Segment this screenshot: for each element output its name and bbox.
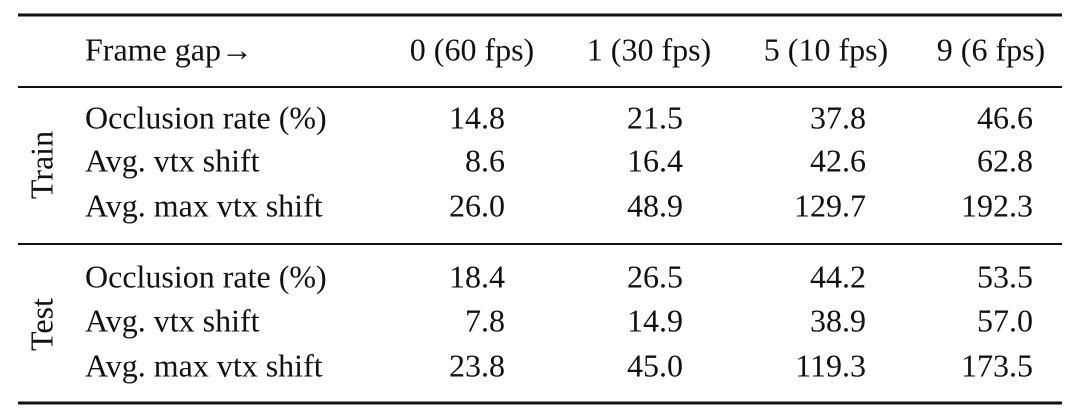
- row-label: Occlusion rate (%): [85, 258, 327, 294]
- header-cell: 0 (60 fps): [410, 31, 534, 67]
- value-cell: 192.3: [961, 187, 1033, 223]
- value-cell: 48.9: [627, 187, 683, 223]
- header-cell: 5 (10 fps): [764, 31, 888, 67]
- row-label: Avg. max vtx shift: [85, 187, 323, 223]
- value-cell: 119.3: [795, 347, 866, 383]
- value-cell: 7.8: [465, 302, 505, 338]
- value-cell: 46.6: [977, 99, 1033, 135]
- value-cell: 129.7: [794, 187, 866, 223]
- value-cell: 8.6: [465, 142, 505, 178]
- group-label: Train: [23, 131, 59, 199]
- value-cell: 26.5: [627, 258, 683, 294]
- value-cell: 57.0: [977, 302, 1033, 338]
- value-cell: 62.8: [977, 142, 1033, 178]
- value-cell: 18.4: [449, 258, 505, 294]
- value-cell: 14.9: [627, 302, 683, 338]
- value-cell: 21.5: [627, 99, 683, 135]
- value-cell: 16.4: [627, 142, 683, 178]
- value-cell: 38.9: [810, 302, 866, 338]
- row-label: Avg. vtx shift: [85, 142, 260, 178]
- value-cell: 53.5: [977, 258, 1033, 294]
- value-cell: 44.2: [810, 258, 866, 294]
- group-label: Test: [23, 298, 59, 351]
- row-label: Occlusion rate (%): [85, 99, 327, 135]
- value-cell: 45.0: [627, 347, 683, 383]
- header-cell: 9 (6 fps): [937, 31, 1045, 67]
- value-cell: 37.8: [810, 99, 866, 135]
- value-cell: 173.5: [961, 347, 1033, 383]
- value-cell: 42.6: [810, 142, 866, 178]
- header-cell: 1 (30 fps): [587, 31, 711, 67]
- row-label: Avg. max vtx shift: [85, 347, 323, 383]
- value-cell: 26.0: [449, 187, 505, 223]
- row-label: Avg. vtx shift: [85, 302, 260, 338]
- value-cell: 14.8: [449, 99, 505, 135]
- header-cell: Frame gap→: [85, 31, 253, 67]
- value-cell: 23.8: [449, 347, 505, 383]
